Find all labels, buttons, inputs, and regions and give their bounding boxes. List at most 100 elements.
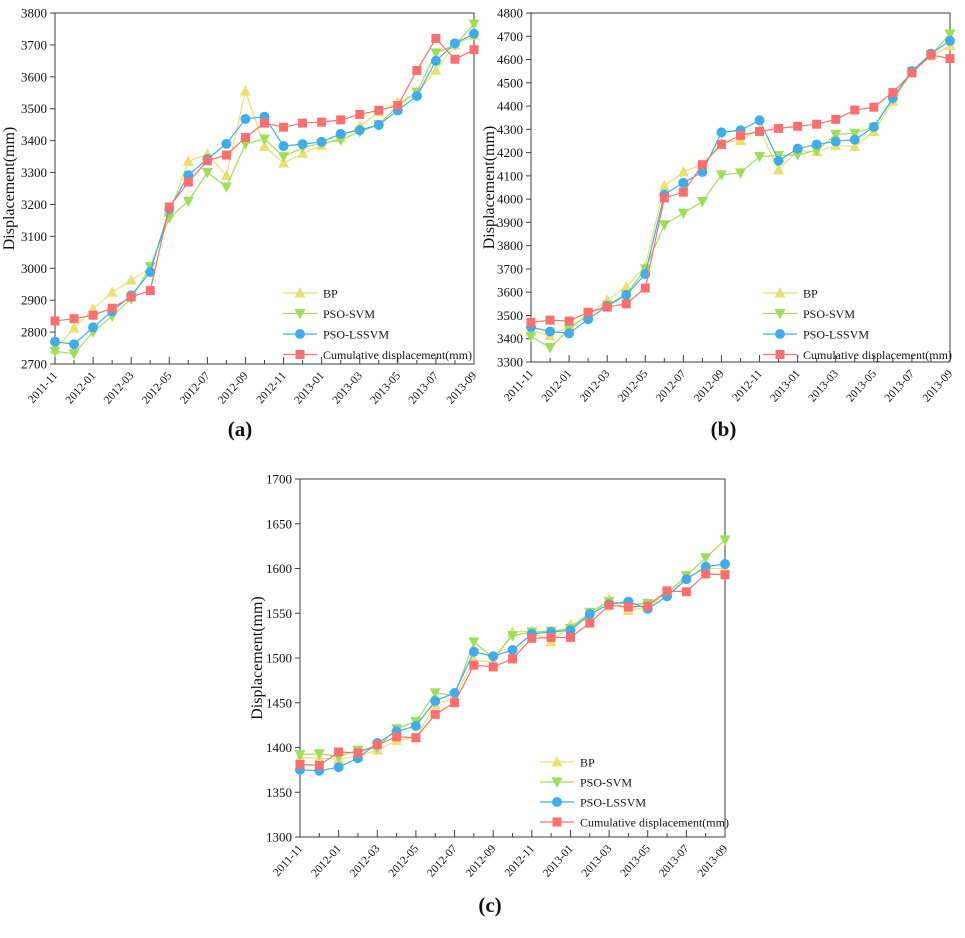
- x-tick-label: 2012-01: [309, 843, 344, 880]
- x-tick-label: 2012-03: [102, 370, 137, 407]
- square-marker: [126, 292, 136, 302]
- triangle-up-marker: [551, 756, 563, 767]
- square-marker: [604, 600, 614, 610]
- y-tick-label: 4800: [497, 6, 523, 21]
- triangle-up-marker: [849, 140, 861, 152]
- y-tick-label: 4500: [497, 75, 523, 90]
- circle-marker: [295, 329, 305, 339]
- circle-marker: [792, 143, 803, 154]
- y-tick-label: 4100: [497, 168, 523, 183]
- x-tick-label: 2012-11: [254, 370, 288, 406]
- circle-marker: [469, 28, 479, 39]
- x-tick-label: 2013-07: [407, 370, 442, 407]
- x-tick-label: 2012-07: [178, 370, 213, 407]
- square-marker: [945, 54, 955, 64]
- caption-b: (b): [482, 417, 965, 442]
- y-tick-label: 3800: [21, 6, 47, 21]
- x-tick-label: 2013-07: [657, 843, 692, 880]
- triangle-down-marker: [429, 688, 441, 699]
- x-tick-label: 2013-07: [883, 368, 918, 405]
- legend-label: Cumulative displacement(mm): [323, 348, 472, 362]
- square-marker: [527, 633, 537, 643]
- circle-marker: [297, 139, 308, 150]
- y-tick-label: 3100: [21, 229, 47, 244]
- circle-marker: [773, 155, 784, 166]
- x-tick-label: 2013-05: [368, 370, 403, 407]
- square-marker: [392, 732, 402, 742]
- square-marker: [926, 50, 936, 60]
- circle-marker: [552, 797, 562, 807]
- circle-marker: [945, 35, 955, 46]
- y-tick-label: 4400: [497, 99, 523, 114]
- circle-marker: [145, 267, 156, 278]
- square-marker: [831, 114, 841, 124]
- square-marker: [662, 586, 672, 596]
- triangle-down-marker: [719, 535, 731, 546]
- triangle-down-marker: [278, 152, 290, 163]
- circle-marker: [849, 134, 860, 145]
- legend-label: Cumulative displacement(mm): [803, 348, 952, 362]
- triangle-down-marker: [544, 343, 556, 354]
- square-marker: [621, 299, 631, 309]
- square-marker: [145, 286, 155, 296]
- y-tick-label: 1700: [266, 472, 292, 487]
- circle-marker: [335, 128, 346, 139]
- triangle-down-marker: [335, 135, 347, 146]
- square-marker: [736, 130, 745, 140]
- y-axis-title: Displacement(mm): [482, 126, 498, 250]
- square-marker: [643, 601, 653, 611]
- circle-marker: [316, 136, 327, 147]
- y-tick-label: 3500: [21, 101, 47, 116]
- square-marker: [701, 569, 711, 579]
- square-marker: [295, 760, 305, 770]
- y-tick-label: 3200: [21, 197, 47, 212]
- series-cumulative-displacement-mm-: [295, 569, 730, 770]
- square-marker: [450, 698, 460, 708]
- triangle-down-marker: [715, 170, 727, 181]
- y-tick-label: 4700: [497, 29, 523, 44]
- square-marker: [659, 193, 669, 203]
- triangle-down-marker: [259, 134, 270, 146]
- circle-marker: [868, 122, 879, 133]
- x-tick-label: 2013-05: [844, 368, 879, 405]
- triangle-down-marker: [182, 196, 194, 208]
- x-tick-label: 2012-05: [616, 368, 651, 405]
- circle-marker: [507, 644, 518, 655]
- triangle-up-marker: [68, 322, 80, 333]
- triangle-down-marker: [294, 309, 306, 320]
- triangle-down-marker: [830, 129, 842, 141]
- series-bp: [525, 39, 956, 340]
- square-marker: [545, 315, 555, 325]
- y-tick-label: 4000: [497, 192, 523, 207]
- x-tick-label: 2013-03: [580, 843, 615, 880]
- legend-label: BP: [323, 287, 338, 301]
- legend-label: PSO-SVM: [580, 776, 632, 790]
- circle-marker: [333, 762, 344, 773]
- y-tick-label: 3800: [497, 238, 523, 253]
- y-tick-label: 1450: [266, 695, 292, 710]
- x-tick-label: 2012-11: [503, 843, 537, 879]
- circle-marker: [545, 326, 556, 337]
- triangle-down-marker: [201, 168, 213, 179]
- triangle-down-marker: [430, 48, 442, 59]
- triangle-up-marker: [774, 287, 786, 298]
- square-marker: [336, 115, 346, 125]
- legend: BP PSO-SVM PSO-LSSVM Cumulative displacemen…: [763, 287, 952, 362]
- y-tick-label: 1400: [266, 740, 292, 755]
- legend-label: PSO-SVM: [803, 307, 855, 321]
- triangle-up-marker: [294, 287, 306, 298]
- circle-marker: [373, 120, 384, 131]
- circle-marker: [449, 687, 460, 698]
- y-tick-label: 2800: [21, 325, 47, 340]
- triangle-down-marker: [754, 152, 766, 163]
- series-cumulative-displacement-mm-: [526, 50, 955, 327]
- legend-label: PSO-LSSVM: [803, 328, 869, 342]
- square-marker: [374, 105, 384, 115]
- y-tick-label: 1600: [266, 561, 292, 576]
- x-tick-label: 2013-01: [541, 843, 576, 880]
- legend-label: PSO-SVM: [323, 307, 375, 321]
- triangle-down-marker: [68, 349, 80, 360]
- square-marker: [314, 760, 324, 770]
- x-tick-label: 2013-03: [330, 370, 365, 407]
